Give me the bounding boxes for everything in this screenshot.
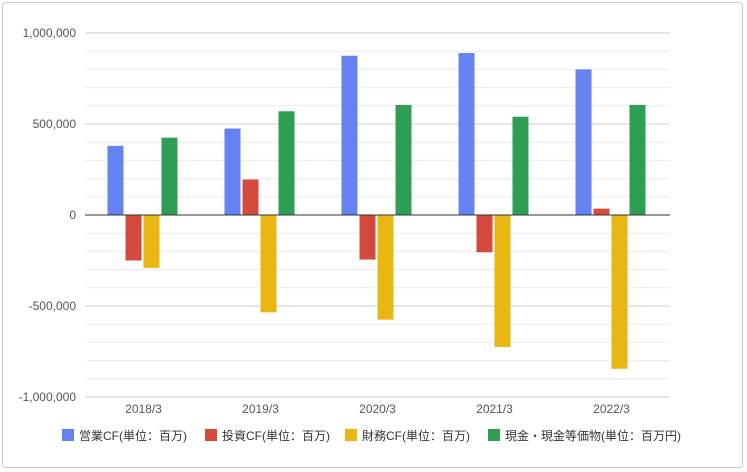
bar	[224, 128, 241, 215]
bar	[575, 69, 592, 216]
x-axis-tick-labels: 2018/3 2019/3 2020/3 2021/3 2022/3	[125, 402, 630, 416]
bar	[341, 55, 358, 215]
bar	[143, 215, 160, 268]
y-tick-label: -500,000	[29, 299, 77, 313]
x-tick-label: 2018/3	[125, 402, 162, 416]
bar	[377, 215, 394, 320]
bar	[476, 215, 493, 253]
legend-swatch	[488, 429, 500, 441]
y-tick-label: 0	[69, 208, 76, 222]
y-tick-label: 1,000,000	[23, 26, 77, 40]
major-gridlines	[85, 32, 670, 398]
x-tick-label: 2020/3	[359, 402, 396, 416]
legend-swatch	[345, 429, 357, 441]
x-tick-label: 2019/3	[242, 402, 279, 416]
legend-swatch	[205, 429, 217, 441]
bar	[611, 215, 628, 369]
x-tick-label: 2022/3	[593, 402, 630, 416]
y-tick-label: -1,000,000	[19, 390, 77, 404]
bar	[629, 104, 646, 215]
legend-swatch	[62, 429, 74, 441]
bar	[395, 104, 412, 215]
bar	[593, 208, 610, 215]
bars	[107, 53, 646, 369]
legend: 営業CF(単位：百万) 投資CF(単位：百万) 財務CF(単位：百万) 現金・現金等価…	[62, 428, 681, 443]
bar	[161, 137, 178, 215]
bar	[359, 215, 376, 260]
bar	[242, 179, 259, 215]
bar	[494, 215, 511, 347]
bar	[107, 145, 124, 215]
legend-label: 営業CF(単位：百万)	[79, 428, 187, 443]
bar	[512, 116, 529, 215]
legend-label: 投資CF(単位：百万)	[222, 428, 330, 443]
bar	[458, 53, 475, 215]
bar	[125, 215, 142, 261]
legend-label: 現金・現金等価物(単位：百万円)	[505, 428, 681, 443]
bar	[278, 111, 295, 215]
y-axis-tick-labels: 1,000,000 500,000 0 -500,000 -1,000,000	[19, 26, 77, 404]
bar	[260, 215, 277, 313]
x-tick-label: 2021/3	[476, 402, 513, 416]
legend-label: 財務CF(単位：百万)	[362, 428, 470, 443]
y-tick-label: 500,000	[33, 117, 77, 131]
